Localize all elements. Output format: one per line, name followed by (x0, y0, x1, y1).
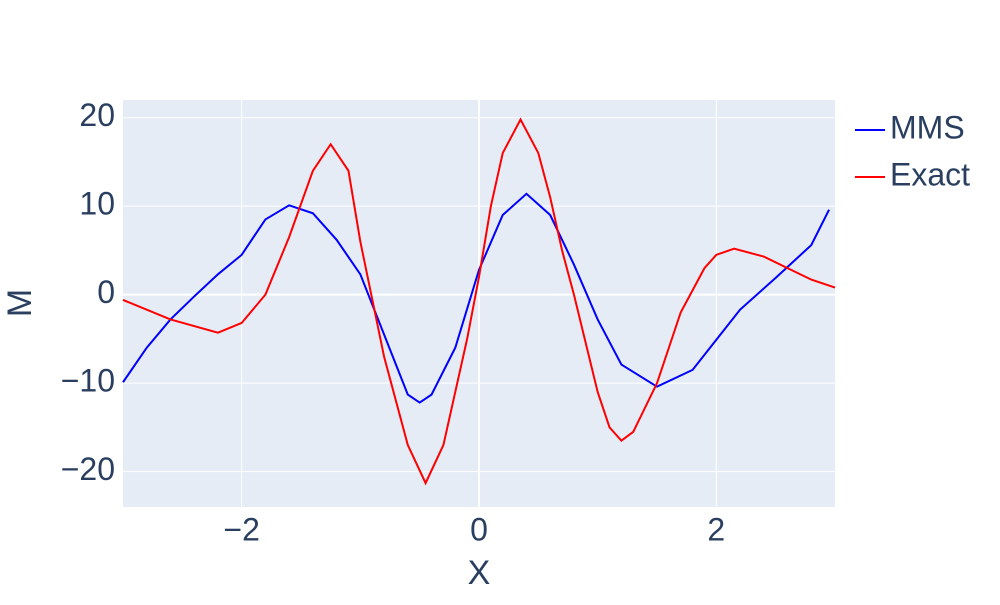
legend-label: MMS (890, 109, 965, 145)
x-tick-label: 0 (470, 511, 488, 547)
x-tick-label: −2 (223, 511, 259, 547)
legend-label: Exact (890, 156, 970, 192)
y-tick-label: 0 (97, 274, 115, 310)
y-tick-label: 10 (79, 186, 115, 222)
y-tick-label: −10 (61, 363, 115, 399)
x-tick-label: 2 (707, 511, 725, 547)
y-tick-label: −20 (61, 451, 115, 487)
line (122, 192, 830, 404)
y-tick-label: 20 (79, 97, 115, 133)
x-axis-title: X (468, 554, 491, 592)
line (122, 117, 836, 486)
y-axis-title: M (1, 289, 39, 317)
